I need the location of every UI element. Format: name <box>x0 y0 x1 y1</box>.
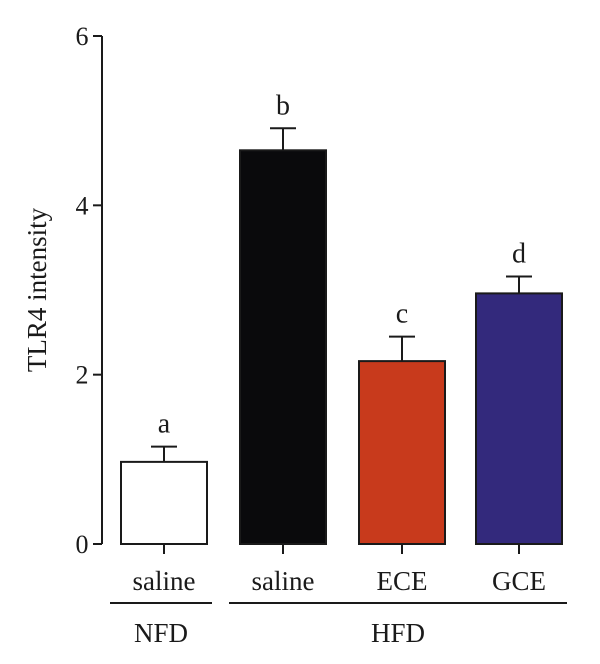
y-tick-label: 0 <box>76 530 89 559</box>
bar <box>475 292 563 545</box>
labels: a saline b saline c ECE d GCE NFD HFD <box>133 90 546 648</box>
group-label: NFD <box>134 618 188 648</box>
y-tick-label: 6 <box>76 22 89 51</box>
y-axis-title: TLR4 intensity <box>22 207 52 372</box>
bars <box>120 127 563 546</box>
significance-label: d <box>512 238 526 269</box>
significance-label: a <box>158 409 171 440</box>
bar <box>239 149 327 546</box>
category-label: GCE <box>492 566 546 596</box>
category-label: ECE <box>377 566 428 596</box>
axes: 0 2 4 6 <box>76 22 567 604</box>
category-label: saline <box>252 566 315 596</box>
bar <box>358 360 446 545</box>
significance-label: b <box>276 90 290 121</box>
group-label: HFD <box>371 618 425 648</box>
y-tick-label: 4 <box>76 191 89 220</box>
bar <box>120 460 208 545</box>
category-label: saline <box>133 566 196 596</box>
significance-label: c <box>396 299 408 330</box>
y-tick-label: 2 <box>76 361 89 390</box>
